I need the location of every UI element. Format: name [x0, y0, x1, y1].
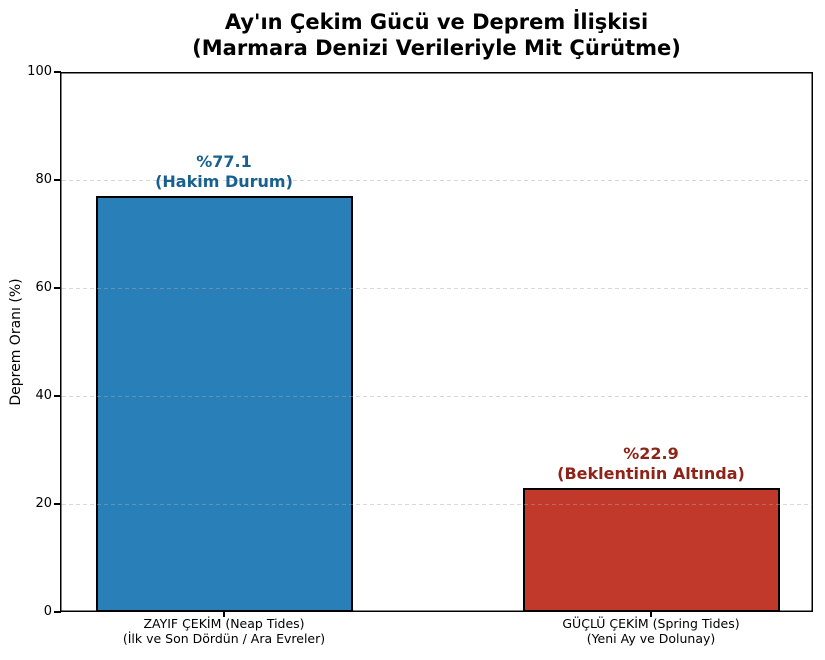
category-label-line1: ZAYIF ÇEKİM (Neap Tides) [143, 616, 305, 631]
y-tick-label: 20 [35, 496, 52, 511]
gridline-y-40 [61, 395, 812, 397]
bar-neap-tides [95, 195, 353, 612]
y-tick-label: 40 [35, 388, 52, 403]
category-label-line2: (İlk ve Son Dördün / Ara Evreler) [122, 631, 326, 646]
bar-comment-label: (Beklentinin Altında) [557, 464, 745, 484]
x-tick-mark [223, 612, 225, 617]
chart-subtitle: (Marmara Denizi Verileriyle Mit Çürütme) [192, 36, 681, 60]
y-tick-mark [54, 395, 61, 397]
y-tick-mark [54, 71, 61, 73]
y-tick-mark [54, 287, 61, 289]
chart-title: Ay'ın Çekim Gücü ve Deprem İlişkisi [224, 10, 649, 34]
category-label-line1: GÜÇLÜ ÇEKİM (Spring Tides) [562, 616, 740, 631]
y-tick-label: 100 [27, 64, 52, 79]
x-tick-mark [650, 612, 652, 617]
y-tick-mark [54, 611, 61, 613]
plot-area [60, 72, 813, 612]
y-tick-label: 60 [35, 280, 52, 295]
chart-title-block: Ay'ın Çekim Gücü ve Deprem İlişkisi (Mar… [60, 9, 813, 61]
y-axis-label: Deprem Oranı (%) [8, 278, 24, 406]
gridline-y-20 [61, 503, 812, 505]
gridline-y-80 [61, 179, 812, 181]
bar-value-label: %77.1 [196, 151, 252, 171]
bar-comment-label: (Hakim Durum) [155, 171, 293, 191]
bar-annotation-spring-tides: %22.9 (Beklentinin Altında) [481, 444, 821, 484]
y-tick-label: 0 [43, 604, 52, 619]
category-label-line2: (Yeni Ay ve Dolunay) [586, 631, 716, 646]
y-tick-label: 80 [35, 172, 52, 187]
y-tick-mark [54, 503, 61, 505]
bar-value-label: %22.9 [623, 444, 679, 464]
x-tick-label-neap-tides: ZAYIF ÇEKİM (Neap Tides) (İlk ve Son Dörd… [44, 616, 404, 646]
bar-annotation-neap-tides: %77.1 (Hakim Durum) [54, 152, 394, 192]
x-tick-label-spring-tides: GÜÇLÜ ÇEKİM (Spring Tides) (Yeni Ay ve Do… [471, 616, 825, 646]
bar-spring-tides [522, 488, 780, 612]
gridline-y-60 [61, 287, 812, 289]
y-tick-mark [54, 179, 61, 181]
